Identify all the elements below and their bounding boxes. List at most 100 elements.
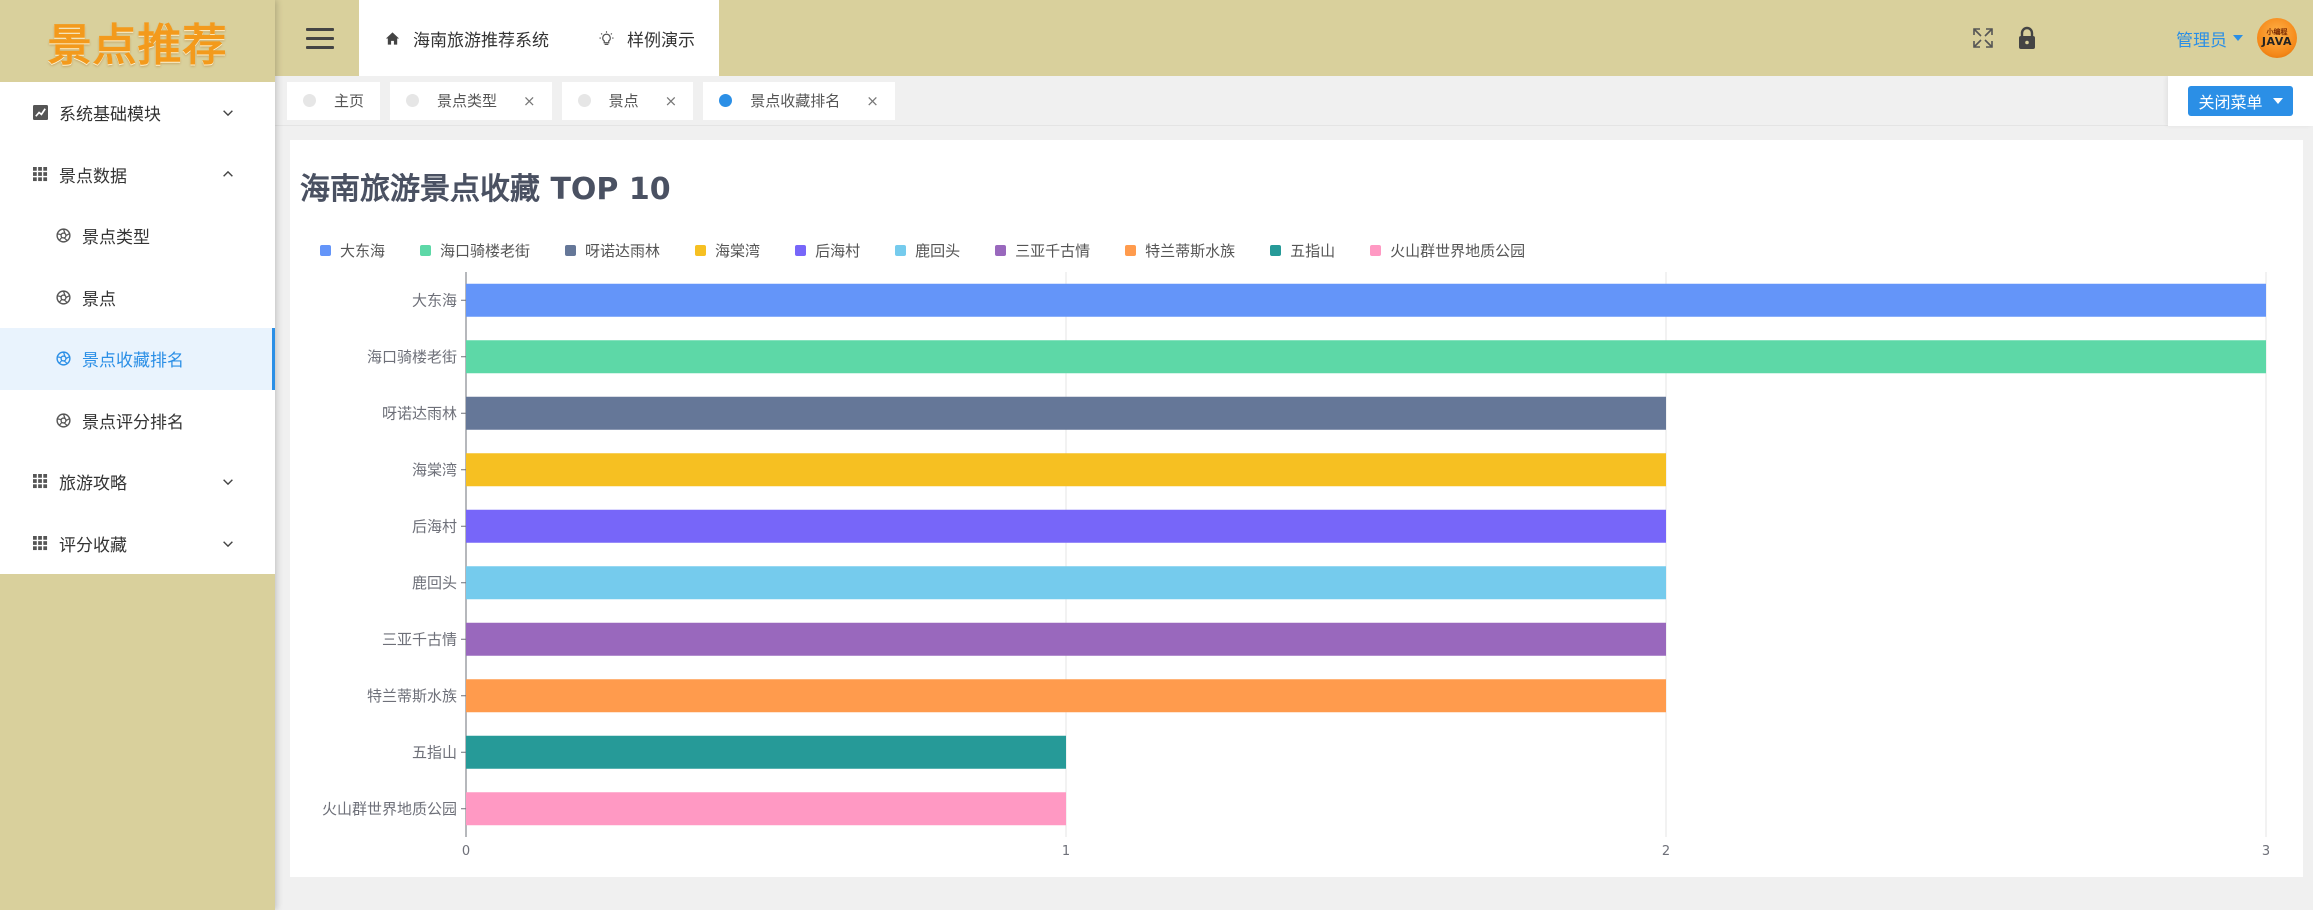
sidebar-item-label: 景点收藏排名 — [82, 351, 184, 372]
chevron-down-icon — [223, 479, 233, 486]
hamburger-menu-button[interactable] — [275, 0, 365, 76]
bar — [466, 735, 1066, 769]
chart-card: 海南旅游景点收藏 TOP 10 大东海 海口骑楼老街 呀诺达雨林 海棠湾 后海村 鹿回头三… — [290, 140, 2303, 877]
sidebar-item-label: 景点 — [82, 289, 116, 310]
legend-swatch — [795, 245, 807, 256]
legend-swatch — [420, 245, 432, 256]
sidebar-item-icon-wrap — [32, 535, 49, 552]
tab-label: 景点收藏排名 — [750, 92, 841, 110]
sidebar-item-icon-wrap — [32, 473, 49, 490]
lock-button[interactable] — [2014, 25, 2040, 51]
y-tick-label: 后海村 — [412, 517, 457, 535]
tab-status-dot — [406, 94, 420, 107]
sidebar-item-label: 景点数据 — [59, 166, 127, 187]
sidebar-item-1[interactable]: 景点数据 — [0, 144, 275, 206]
sidebar-chevron — [221, 106, 235, 120]
legend-item[interactable]: 特兰蒂斯水族 — [1125, 240, 1235, 261]
sidebar-item-0[interactable]: 系统基础模块 — [0, 82, 275, 144]
close-icon[interactable]: × — [866, 91, 879, 110]
chart-legend: 大东海 海口骑楼老街 呀诺达雨林 海棠湾 后海村 鹿回头 三亚千古情 特兰蒂斯水族 五指山 火山群… — [320, 240, 1560, 261]
header-nav-icon-wrap — [597, 29, 615, 47]
close-menu-label: 关闭菜单 — [2198, 93, 2263, 112]
legend-item[interactable]: 三亚千古情 — [995, 240, 1090, 261]
tab-3[interactable]: 景点收藏排名 × — [703, 81, 895, 120]
chevron-up-icon — [223, 170, 233, 177]
home-icon — [385, 31, 399, 45]
legend-item[interactable]: 后海村 — [795, 240, 860, 261]
tab-2[interactable]: 景点 × — [561, 81, 694, 120]
legend-swatch — [695, 245, 707, 256]
legend-swatch — [1370, 245, 1382, 256]
sidebar-item-5[interactable]: 景点评分排名 — [0, 390, 275, 452]
aperture-icon — [56, 228, 71, 243]
y-tick-label: 呀诺达雨林 — [382, 404, 457, 422]
legend-label: 后海村 — [815, 242, 861, 260]
legend-swatch — [1125, 245, 1137, 256]
legend-item[interactable]: 大东海 — [320, 240, 385, 261]
sidebar-chevron — [221, 475, 235, 489]
top-header: 海南旅游推荐系统 样例演示 管理员 小编程 JAVA — [275, 0, 2313, 76]
sidebar-item-4[interactable]: 景点收藏排名 — [0, 328, 275, 390]
sidebar-item-icon-wrap — [55, 227, 72, 244]
fullscreen-button[interactable] — [1970, 25, 1996, 51]
bar — [466, 453, 1666, 487]
sidebar-item-icon-wrap — [55, 412, 72, 429]
y-tick-label: 五指山 — [412, 743, 457, 761]
tab-1[interactable]: 景点类型 × — [390, 81, 552, 120]
legend-swatch — [995, 245, 1007, 256]
chart-icon — [33, 105, 48, 121]
chevron-down-icon — [223, 110, 233, 117]
bar — [466, 679, 1666, 713]
sidebar: 景点推荐 系统基础模块 景点数据景点类型景点景点收藏排名景点评分排名旅游攻略评分收… — [0, 0, 275, 910]
aperture-icon — [56, 351, 71, 366]
sidebar-item-3[interactable]: 景点 — [0, 267, 275, 329]
lock-icon — [2019, 26, 2035, 49]
sidebar-item-icon-wrap — [55, 350, 72, 367]
close-menu-button[interactable]: 关闭菜单 — [2188, 86, 2293, 116]
close-icon[interactable]: × — [664, 91, 678, 110]
app-logo: 景点推荐 — [47, 20, 228, 71]
header-nav-item-1[interactable]: 样例演示 — [597, 26, 695, 51]
legend-label: 海口骑楼老街 — [440, 242, 531, 260]
header-nav: 海南旅游推荐系统 样例演示 — [359, 0, 719, 76]
bar — [466, 396, 1666, 430]
legend-item[interactable]: 呀诺达雨林 — [565, 240, 660, 261]
tab-label: 景点 — [608, 92, 639, 110]
sidebar-item-2[interactable]: 景点类型 — [0, 205, 275, 267]
legend-label: 五指山 — [1290, 242, 1336, 260]
avatar[interactable]: 小编程 JAVA — [2257, 18, 2297, 58]
sidebar-item-7[interactable]: 评分收藏 — [0, 513, 275, 575]
sidebar-item-label: 旅游攻略 — [59, 474, 127, 495]
user-name-dropdown[interactable]: 管理员 — [2176, 30, 2227, 51]
close-icon[interactable]: × — [523, 91, 536, 110]
y-tick-label: 大东海 — [412, 291, 457, 309]
y-tick-label: 火山群世界地质公园 — [322, 800, 457, 818]
header-nav-label: 样例演示 — [627, 30, 695, 51]
header-nav-item-0[interactable]: 海南旅游推荐系统 — [383, 26, 549, 51]
grid-icon — [33, 474, 48, 489]
sidebar-item-label: 评分收藏 — [59, 535, 127, 556]
legend-item[interactable]: 五指山 — [1270, 240, 1335, 261]
sidebar-item-icon-wrap — [55, 289, 72, 306]
y-tick-label: 鹿回头 — [412, 574, 457, 592]
legend-item[interactable]: 火山群世界地质公园 — [1370, 240, 1525, 261]
sidebar-item-icon-wrap — [32, 166, 49, 183]
sidebar-item-6[interactable]: 旅游攻略 — [0, 451, 275, 513]
page-tabs-bar: 主页 景点类型 × 景点 × 景点收藏排名 × 关闭菜单 — [275, 76, 2313, 126]
legend-item[interactable]: 海口骑楼老街 — [420, 240, 530, 261]
header-tools: 管理员 小编程 JAVA — [1970, 0, 2313, 76]
sidebar-item-icon-wrap — [32, 104, 49, 121]
legend-item[interactable]: 海棠湾 — [695, 240, 760, 261]
legend-item[interactable]: 鹿回头 — [895, 240, 960, 261]
sidebar-item-label: 系统基础模块 — [59, 105, 161, 126]
bar-chart: 大东海海口骑楼老街呀诺达雨林海棠湾后海村鹿回头三亚千古情特兰蒂斯水族五指山火山群… — [322, 272, 2270, 859]
chevron-down-icon — [223, 541, 233, 547]
x-tick-label: 1 — [1062, 844, 1070, 859]
aperture-icon — [56, 290, 71, 305]
avatar-caption: 小编程 — [2266, 28, 2288, 36]
legend-label: 特兰蒂斯水族 — [1145, 242, 1236, 260]
tab-label: 主页 — [334, 92, 365, 110]
tab-0[interactable]: 主页 — [287, 81, 381, 120]
caret-down-icon — [2233, 35, 2243, 41]
